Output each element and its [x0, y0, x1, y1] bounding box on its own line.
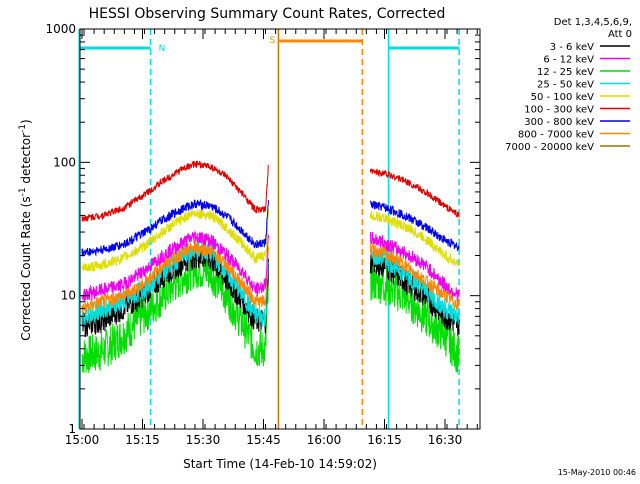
legend-entry-label: 300 - 800 keV — [524, 117, 594, 128]
y-axis-label-end: ) — [19, 119, 33, 124]
legend-entry-label: 800 - 7000 keV — [518, 130, 594, 141]
y-tick-label: 10 — [61, 289, 76, 303]
series-line-red-day2 — [369, 167, 460, 218]
night-label: N — [159, 44, 166, 54]
legend-entry-label: 100 - 300 keV — [524, 105, 594, 116]
x-tick-label: 15:15 — [125, 433, 160, 447]
series-line-magenta-day1 — [81, 230, 269, 302]
x-tick-label: 15:00 — [65, 433, 100, 447]
saa-label: S — [270, 36, 276, 46]
y-tick-label: 100 — [53, 155, 76, 169]
x-tick-label: 15:30 — [186, 433, 221, 447]
y-tick-label: 1000 — [45, 22, 76, 36]
plot-frame — [79, 28, 481, 430]
x-axis-label: Start Time (14-Feb-10 14:59:02) — [183, 457, 377, 471]
plot-layer: NS — [78, 29, 460, 429]
y-axis-label-sup-1: -1 — [18, 187, 28, 196]
date-stamp: 15-May-2010 00:46 — [558, 468, 636, 477]
y-axis-label-main: Corrected Count Rate (s — [19, 196, 33, 340]
series-line-green-day1 — [81, 250, 269, 374]
series-line-black-day2 — [369, 250, 460, 337]
legend-entry-label: 6 - 12 keV — [543, 55, 594, 66]
series-line-red-day1 — [81, 160, 269, 223]
legend-entry-label: 25 - 50 keV — [537, 80, 594, 91]
series-line-blue-day2 — [369, 200, 460, 251]
x-tick-label: 16:30 — [428, 433, 463, 447]
legend-entry-label: 7000 - 20000 keV — [505, 142, 594, 153]
legend-header-line-2: Att 0 — [608, 29, 632, 40]
y-tick-label: 1 — [68, 422, 76, 436]
x-tick-label: 15:45 — [246, 433, 281, 447]
y-axis-label-sup-2: -1 — [18, 124, 28, 133]
chart-title: HESSI Observing Summary Count Rates, Cor… — [89, 6, 446, 22]
y-axis-label-mid: detector — [19, 133, 33, 188]
axes-layer: 1 10 100 1000 15:00 15:15 15:30 15:45 16:00 16:15… — [45, 22, 481, 447]
series-line-cyan-day2 — [369, 246, 460, 325]
legend-entry-label: 3 - 6 keV — [550, 42, 594, 53]
series-line-yellow-day2 — [369, 210, 460, 267]
legend-entry-label: 50 - 100 keV — [531, 92, 595, 103]
series-line-yellow-day1 — [81, 208, 269, 272]
series-line-magenta-day2 — [369, 231, 460, 302]
series-line-blue-day1 — [81, 199, 269, 257]
legend-entry-label: 12 - 25 keV — [537, 67, 594, 78]
x-tick-label: 16:00 — [307, 433, 342, 447]
legend-header-line-1: Det 1,3,4,5,6,9, — [554, 17, 632, 28]
x-tick-label: 16:15 — [367, 433, 402, 447]
series-line-orange-day2 — [369, 241, 460, 311]
y-axis-label: Corrected Count Rate (s-1 detector-1) — [18, 119, 33, 340]
